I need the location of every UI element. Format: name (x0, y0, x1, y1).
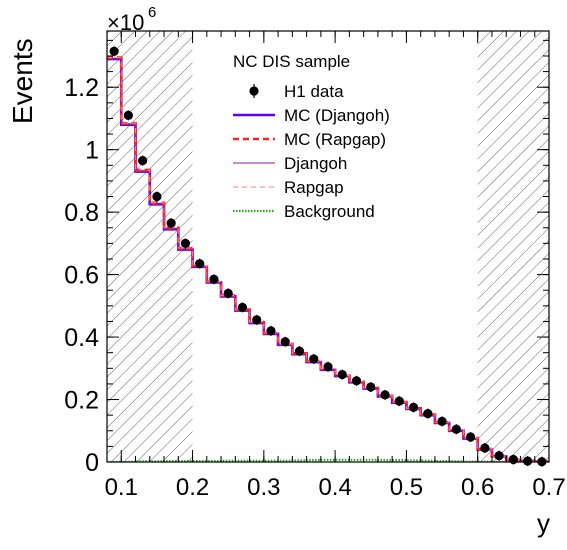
y-exponent-base: ×10 (107, 10, 144, 35)
data-point (480, 443, 490, 453)
legend-label: Background (284, 202, 375, 221)
x-tick-label: 0.1 (105, 474, 138, 501)
data-point (109, 46, 119, 56)
legend-title: NC DIS sample (233, 52, 350, 71)
data-point (523, 456, 533, 466)
data-point (351, 376, 362, 386)
plot-frame (106, 30, 550, 463)
x-tick-label: 0.5 (390, 474, 423, 501)
legend-label: MC (Djangoh) (284, 106, 390, 125)
legend-marker (249, 86, 259, 96)
legend: NC DIS sample H1 data MC (Djangoh) MC (Rap… (233, 52, 390, 221)
y-axis-title: Events (7, 38, 38, 124)
data-point (394, 396, 404, 406)
data-markers (109, 46, 547, 467)
data-point (237, 302, 248, 313)
data-point (465, 432, 476, 442)
data-point (223, 288, 233, 298)
data-point (337, 369, 347, 380)
excluded-region-0 (107, 31, 193, 462)
data-point (294, 346, 305, 356)
legend-entry: H1 data (249, 82, 344, 101)
legend-entry: Background (233, 202, 375, 221)
data-point (123, 110, 133, 120)
x-tick-label: 0.4 (318, 474, 351, 501)
legend-entry: MC (Djangoh) (233, 106, 390, 125)
axis-ticks (106, 31, 550, 463)
data-point (252, 315, 262, 325)
y-tick-label: 1.2 (64, 74, 99, 102)
y-exponent-power: 6 (148, 4, 156, 21)
data-point (423, 408, 433, 419)
data-point (309, 354, 319, 364)
data-point (494, 451, 504, 461)
data-point (380, 390, 390, 400)
x-tick-label: 0.3 (247, 474, 280, 501)
y-tick-labels: 0 0.2 0.4 0.6 0.8 1 1.2 (64, 74, 99, 477)
x-tick-label: 0.2 (176, 474, 209, 501)
data-point (366, 382, 376, 392)
data-point (180, 238, 191, 248)
data-point (138, 156, 148, 166)
legend-entry: MC (Rapgap) (233, 130, 386, 149)
x-tick-label: 0.7 (532, 474, 565, 501)
y-tick-label: 0 (85, 449, 99, 477)
data-point (266, 326, 276, 336)
data-point (508, 454, 518, 465)
x-tick-labels: 0.1 0.2 0.3 0.4 0.5 0.6 0.7 (105, 474, 566, 501)
legend-label: MC (Rapgap) (284, 130, 386, 149)
y-tick-label: 0.8 (64, 199, 99, 227)
data-point (166, 218, 176, 228)
legend-label: Rapgap (284, 178, 344, 197)
y-tick-label: 0.4 (64, 324, 99, 352)
x-axis-title: y (537, 508, 550, 538)
y-tick-label: 0.6 (64, 262, 99, 290)
y-tick-label: 0.2 (64, 387, 99, 415)
x-tick-label: 0.6 (461, 474, 494, 501)
data-point (437, 416, 447, 426)
legend-entry: Rapgap (233, 178, 344, 197)
legend-entry: Djangoh (233, 154, 347, 173)
excluded-region-1 (477, 31, 549, 462)
data-point (209, 274, 219, 284)
data-point (152, 191, 162, 202)
y-tick-label: 1 (85, 137, 99, 165)
legend-label: Djangoh (284, 154, 347, 173)
data-point (408, 402, 419, 412)
legend-label: H1 data (284, 82, 344, 101)
data-point (195, 259, 205, 269)
data-point (323, 362, 333, 372)
data-point (280, 337, 290, 347)
data-point (451, 424, 461, 434)
